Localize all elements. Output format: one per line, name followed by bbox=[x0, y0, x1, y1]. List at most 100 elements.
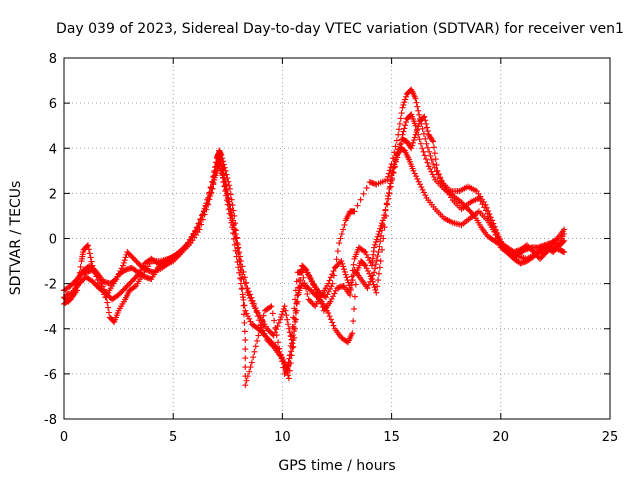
data-point-marker bbox=[85, 246, 92, 253]
data-point-marker bbox=[332, 264, 339, 271]
data-point-marker bbox=[236, 249, 243, 256]
data-point-marker bbox=[243, 310, 250, 317]
data-point-marker bbox=[116, 270, 123, 277]
data-point-marker bbox=[223, 186, 230, 193]
data-point-marker bbox=[89, 265, 96, 272]
data-point-marker bbox=[362, 249, 369, 256]
data-point-marker bbox=[427, 166, 434, 173]
data-point-marker bbox=[285, 359, 292, 366]
data-point-marker bbox=[330, 272, 337, 279]
data-point-marker bbox=[395, 131, 402, 138]
data-point-marker bbox=[422, 117, 429, 124]
data-point-marker bbox=[103, 291, 110, 298]
data-point-marker bbox=[423, 120, 430, 127]
data-point-marker bbox=[221, 178, 228, 185]
data-point-marker bbox=[268, 341, 275, 348]
data-point-marker bbox=[561, 226, 568, 233]
data-point-marker bbox=[242, 307, 249, 314]
data-point-marker bbox=[242, 364, 249, 371]
data-point-marker bbox=[420, 148, 427, 155]
data-point-marker bbox=[332, 287, 339, 294]
data-point-marker bbox=[285, 375, 292, 382]
data-point-marker bbox=[329, 319, 336, 326]
data-point-marker bbox=[294, 292, 301, 299]
data-point-marker bbox=[242, 355, 249, 362]
data-point-marker bbox=[398, 140, 405, 147]
data-point-marker bbox=[396, 145, 403, 152]
data-point-marker bbox=[401, 99, 408, 106]
data-point-marker bbox=[277, 352, 284, 359]
data-point-marker bbox=[254, 337, 261, 344]
data-point-marker bbox=[245, 288, 252, 295]
data-point-marker bbox=[105, 304, 112, 311]
data-point-marker bbox=[324, 291, 331, 298]
data-point-marker bbox=[421, 113, 428, 120]
data-point-marker bbox=[93, 282, 100, 289]
data-point-marker bbox=[104, 299, 111, 306]
data-point-marker bbox=[306, 297, 313, 304]
data-point-marker bbox=[387, 180, 394, 187]
data-point-marker bbox=[430, 138, 437, 145]
data-point-marker bbox=[127, 279, 134, 286]
data-point-marker bbox=[401, 125, 408, 132]
data-point-marker bbox=[250, 354, 257, 361]
data-point-marker bbox=[271, 317, 278, 324]
data-point-marker bbox=[385, 193, 392, 200]
data-point-marker bbox=[389, 155, 396, 162]
data-point-marker bbox=[366, 270, 373, 277]
data-point-marker bbox=[351, 293, 358, 300]
data-point-marker bbox=[354, 202, 361, 209]
series-arc-3 bbox=[61, 86, 568, 350]
data-point-marker bbox=[363, 265, 370, 272]
data-point-marker bbox=[392, 158, 399, 165]
data-point-marker bbox=[242, 346, 249, 353]
data-point-marker bbox=[87, 262, 94, 269]
data-point-marker bbox=[340, 226, 347, 233]
data-point-marker bbox=[293, 300, 300, 307]
data-point-marker bbox=[275, 319, 282, 326]
data-point-marker bbox=[419, 186, 426, 193]
data-point-marker bbox=[486, 213, 493, 220]
data-point-marker bbox=[273, 326, 280, 333]
data-point-marker bbox=[481, 204, 488, 211]
data-point-marker bbox=[435, 170, 442, 177]
data-point-marker bbox=[339, 260, 346, 267]
data-point-marker bbox=[416, 111, 423, 118]
data-point-marker bbox=[349, 277, 356, 284]
data-point-marker bbox=[439, 180, 446, 187]
data-point-marker bbox=[360, 190, 367, 197]
data-point-marker bbox=[92, 267, 99, 274]
data-point-marker bbox=[140, 272, 147, 279]
data-point-marker bbox=[307, 276, 314, 283]
data-point-marker bbox=[375, 270, 382, 277]
data-point-marker bbox=[266, 328, 273, 335]
data-point-marker bbox=[424, 128, 431, 135]
data-point-marker bbox=[122, 285, 129, 292]
data-point-marker bbox=[376, 243, 383, 250]
data-point-marker bbox=[284, 362, 291, 369]
data-point-marker bbox=[383, 200, 390, 207]
data-point-marker bbox=[337, 235, 344, 242]
data-point-marker bbox=[429, 171, 436, 178]
data-point-marker bbox=[342, 271, 349, 278]
data-point-marker bbox=[123, 283, 130, 290]
data-point-marker bbox=[416, 136, 423, 143]
data-point-marker bbox=[246, 315, 253, 322]
data-point-marker bbox=[417, 140, 424, 147]
data-point-marker bbox=[561, 249, 568, 256]
data-point-marker bbox=[131, 283, 138, 290]
data-point-marker bbox=[340, 266, 347, 273]
data-point-marker bbox=[432, 156, 439, 163]
data-point-marker bbox=[91, 266, 98, 273]
data-point-marker bbox=[66, 297, 73, 304]
data-point-marker bbox=[396, 126, 403, 133]
data-point-marker bbox=[326, 313, 333, 320]
data-point-marker bbox=[268, 303, 275, 310]
data-point-marker bbox=[389, 175, 396, 182]
data-point-marker bbox=[283, 366, 290, 373]
y-tick-label: -4 bbox=[44, 323, 57, 338]
data-point-marker bbox=[375, 249, 382, 256]
data-point-marker bbox=[277, 316, 284, 323]
